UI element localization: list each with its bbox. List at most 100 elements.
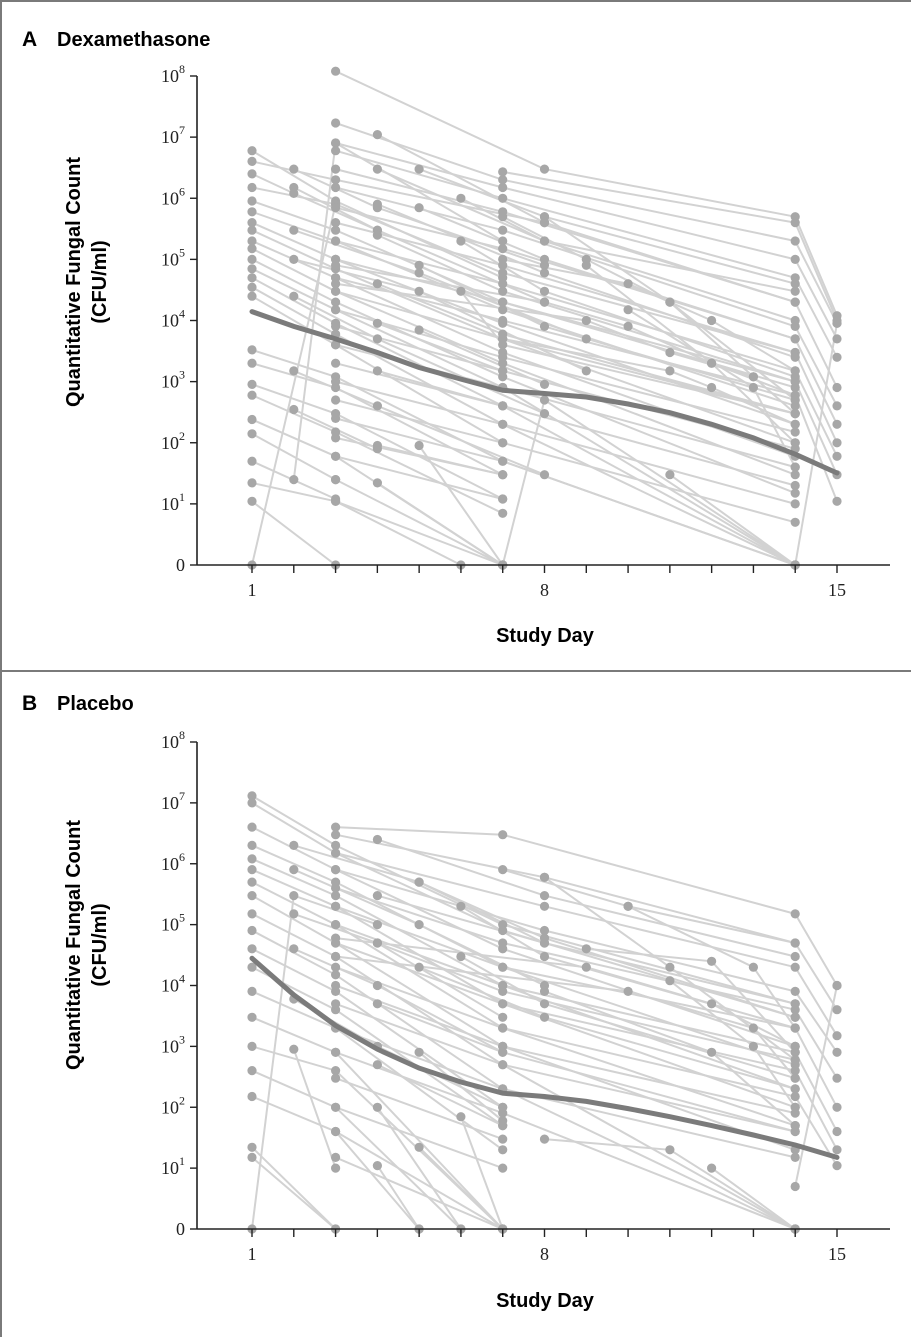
data-point — [247, 254, 257, 264]
data-point — [498, 938, 508, 948]
data-point — [539, 925, 550, 936]
data-point — [790, 1152, 800, 1162]
y-tick-label: 102 — [161, 429, 185, 453]
x-tick-label: 15 — [828, 1244, 846, 1264]
data-point — [665, 366, 675, 376]
subject-line — [335, 1106, 504, 1170]
data-point — [498, 438, 508, 448]
data-point — [790, 470, 800, 480]
subject-points — [247, 791, 842, 1234]
data-point — [247, 282, 257, 292]
data-point — [790, 1091, 800, 1102]
subject-line — [251, 229, 796, 444]
trend-line — [249, 309, 840, 476]
data-point — [372, 1060, 382, 1070]
panel-a: A Dexamethasone Quantitative Fungal Coun… — [22, 28, 890, 647]
subject-line — [418, 1051, 504, 1122]
data-point — [707, 382, 717, 393]
data-point — [247, 156, 257, 166]
x-tick-label: 15 — [828, 580, 846, 600]
subject-line — [335, 826, 838, 987]
data-point — [289, 891, 299, 901]
data-point — [498, 315, 508, 326]
data-point — [665, 976, 675, 986]
data-point — [247, 944, 257, 954]
data-point — [790, 279, 800, 289]
data-point — [331, 999, 341, 1009]
data-point — [372, 366, 382, 376]
data-point — [539, 286, 550, 296]
data-point — [247, 390, 257, 400]
data-point — [289, 291, 299, 301]
subject-line — [335, 923, 838, 1132]
data-point — [331, 164, 341, 174]
data-point — [790, 1047, 800, 1057]
data-point — [623, 901, 633, 911]
data-point — [414, 268, 424, 278]
subject-line — [418, 1146, 504, 1230]
data-point — [665, 1145, 675, 1155]
data-point — [665, 470, 675, 480]
data-point — [498, 830, 508, 840]
data-point — [289, 164, 299, 174]
data-point — [539, 933, 550, 943]
data-point — [247, 225, 257, 235]
data-point — [289, 865, 299, 875]
data-point — [790, 951, 800, 962]
data-point — [414, 1142, 424, 1152]
subject-line — [335, 500, 462, 566]
data-point — [247, 1012, 257, 1022]
data-point — [247, 891, 257, 901]
subject-line — [377, 444, 503, 476]
data-point — [498, 182, 508, 193]
data-point — [289, 254, 299, 264]
data-point — [790, 1073, 800, 1083]
data-point — [832, 1073, 842, 1083]
data-point — [539, 901, 550, 911]
data-point — [331, 175, 341, 185]
subject-line — [335, 942, 838, 1151]
x-axis-label: Study Day — [496, 625, 595, 647]
data-point — [832, 1047, 842, 1057]
subject-line — [335, 1130, 504, 1230]
subject-line — [251, 1156, 337, 1230]
data-point — [331, 840, 341, 851]
data-point — [498, 1047, 508, 1057]
data-point — [456, 236, 466, 246]
data-point — [331, 286, 341, 296]
data-point — [539, 1134, 550, 1144]
data-point — [372, 938, 382, 948]
data-point — [539, 321, 550, 331]
data-point — [247, 1041, 257, 1051]
data-point — [247, 429, 257, 439]
data-point — [372, 891, 382, 901]
data-point — [790, 1102, 800, 1112]
panel-b: B Placebo Quantitative Fungal Count (CFU… — [22, 692, 890, 1312]
data-point — [539, 395, 550, 405]
data-point — [247, 273, 257, 283]
data-point — [247, 291, 257, 301]
data-point — [832, 401, 842, 411]
data-point — [331, 321, 341, 331]
data-point — [498, 456, 508, 466]
y-tick-label: 103 — [161, 1032, 185, 1056]
data-point — [581, 962, 591, 972]
subject-line — [377, 322, 504, 372]
data-point — [790, 480, 800, 491]
y-tick-label: 101 — [161, 1154, 185, 1178]
subject-line — [251, 432, 337, 481]
data-point — [247, 854, 257, 864]
data-point — [498, 1163, 508, 1173]
data-point — [247, 236, 257, 246]
x-tick-label: 8 — [540, 1244, 549, 1264]
data-point — [790, 218, 800, 228]
subject-line — [335, 455, 503, 500]
y-tick-label: 108 — [161, 62, 185, 86]
data-point — [498, 334, 508, 344]
data-point — [498, 244, 508, 254]
data-point — [790, 938, 800, 948]
data-point — [790, 419, 800, 429]
data-point — [790, 1066, 800, 1076]
data-point — [247, 345, 257, 355]
x-tick-label: 1 — [248, 580, 257, 600]
